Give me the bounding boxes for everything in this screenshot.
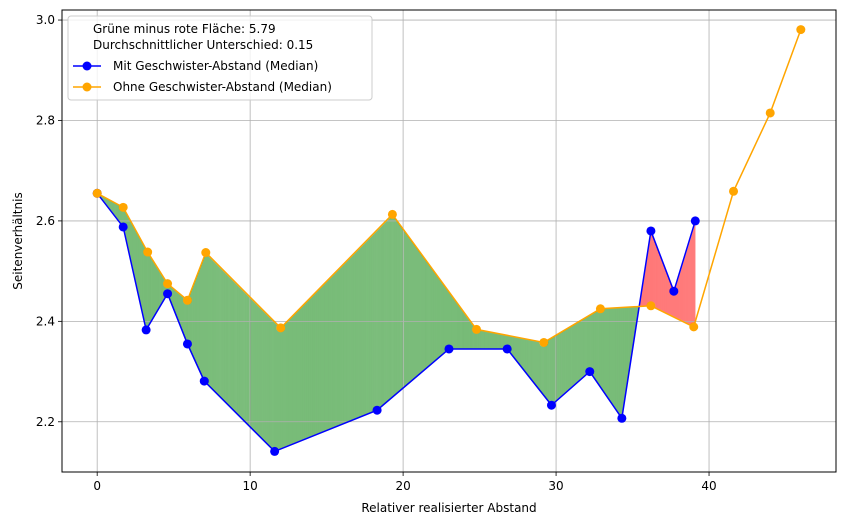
data-point: [729, 186, 739, 196]
fill-negative-segment: [693, 220, 696, 326]
data-point: [595, 304, 605, 314]
y-tick-label: 3.0: [36, 13, 55, 27]
data-point: [646, 226, 656, 236]
data-point: [539, 337, 549, 347]
annotation-area-difference: Grüne minus rote Fläche: 5.79: [93, 22, 276, 36]
series-line-1: [96, 29, 802, 344]
x-axis-label: Relativer realisierter Abstand: [361, 501, 536, 515]
data-point: [502, 344, 512, 354]
data-point: [765, 108, 775, 118]
data-point: [163, 289, 173, 299]
legend-box: [67, 15, 373, 101]
data-point: [444, 344, 454, 354]
data-point: [182, 295, 192, 305]
legend-label: Ohne Geschwister-Abstand (Median): [113, 80, 332, 94]
x-tick-label: 10: [243, 479, 258, 493]
legend-marker: [82, 82, 92, 92]
x-tick-label: 0: [93, 479, 101, 493]
axis-ticks: 0 10 20 30 40 2.2 2.4 2.6 2.8 3.0: [36, 13, 717, 493]
data-point: [669, 286, 679, 296]
data-point: [546, 400, 556, 410]
y-tick-label: 2.4: [36, 314, 55, 328]
data-point: [199, 376, 209, 386]
data-point: [646, 301, 656, 311]
data-point: [118, 222, 128, 232]
plot-frame: [61, 9, 837, 473]
data-point: [201, 248, 211, 258]
difference-fill-group: [96, 193, 696, 453]
y-tick-label: 2.8: [36, 113, 55, 127]
x-tick-label: 30: [548, 479, 563, 493]
legend-label: Mit Geschwister-Abstand (Median): [113, 59, 318, 73]
legend-marker: [82, 61, 92, 71]
legend-entries: Mit Geschwister-Abstand (Median) Ohne Ges…: [73, 59, 332, 94]
data-point: [472, 324, 482, 334]
series-line-0: [96, 192, 696, 453]
data-point: [276, 323, 286, 333]
data-point: [796, 25, 806, 35]
data-point: [143, 247, 153, 257]
data-point: [372, 405, 382, 415]
data-point: [585, 367, 595, 377]
x-tick-label: 20: [395, 479, 410, 493]
data-point: [92, 188, 102, 198]
data-point: [118, 202, 128, 212]
x-tick-label: 40: [701, 479, 716, 493]
y-tick-label: 2.2: [36, 415, 55, 429]
series-group: [92, 25, 806, 456]
data-point: [270, 446, 280, 456]
data-point: [141, 325, 151, 335]
y-axis-label: Seitenverhältnis: [11, 192, 25, 289]
data-point: [617, 413, 627, 423]
data-point: [182, 339, 192, 349]
data-point: [163, 279, 173, 289]
data-point: [690, 216, 700, 226]
annotation-mean-difference: Durchschnittlicher Unterschied: 0.15: [93, 38, 313, 52]
y-tick-label: 2.6: [36, 214, 55, 228]
legend: Grüne minus rote Fläche: 5.79 Durchschni…: [67, 15, 373, 101]
data-point: [387, 209, 397, 219]
data-point: [689, 322, 699, 332]
